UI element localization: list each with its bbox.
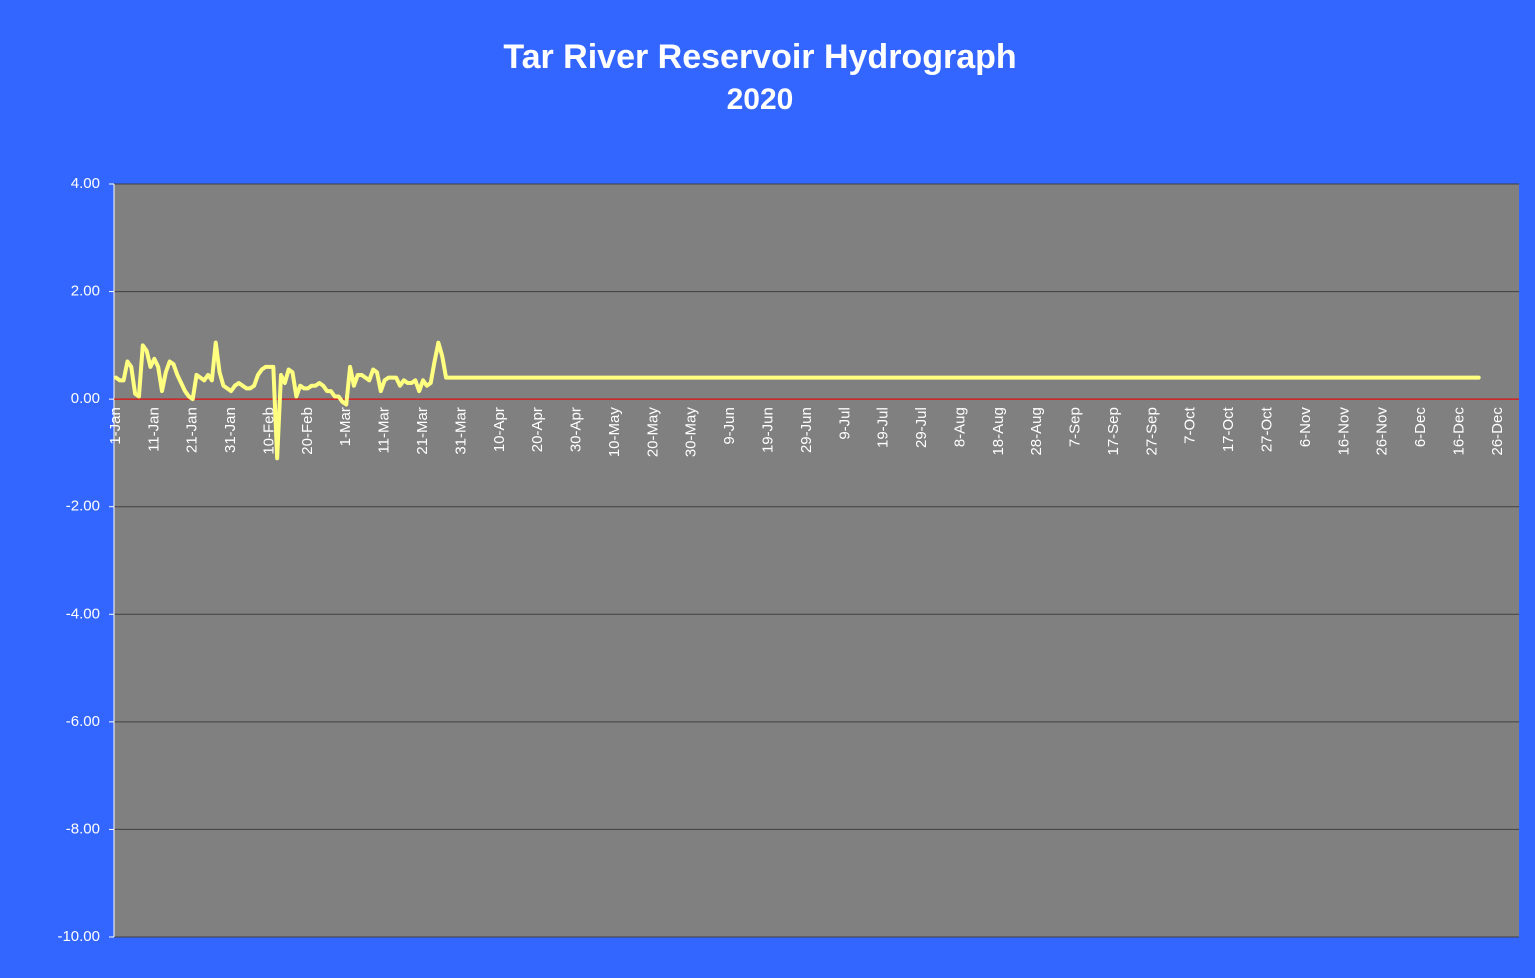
y-tick-label: -2.00 (66, 498, 100, 515)
x-tick-label: 27-Oct (1259, 406, 1276, 452)
x-tick-label: 31-Mar (452, 407, 469, 455)
x-tick-label: 20-Apr (529, 407, 546, 452)
x-tick-label: 16-Dec (1450, 407, 1467, 456)
x-tick-label: 19-Jun (759, 407, 776, 453)
x-tick-label: 20-Feb (299, 407, 316, 455)
x-tick-label: 30-Apr (568, 407, 585, 452)
x-tick-label: 26-Nov (1374, 407, 1391, 456)
x-tick-label: 1-Jan (107, 407, 124, 445)
x-tick-label: 10-Apr (491, 407, 508, 452)
x-tick-label: 31-Jan (222, 407, 239, 453)
x-tick-label: 8-Aug (951, 407, 968, 447)
x-tick-label: 29-Jun (798, 407, 815, 453)
chart-subtitle: 2020 (727, 83, 794, 116)
x-tick-label: 11-Jan (145, 407, 162, 452)
x-tick-label: 11-Mar (376, 407, 393, 453)
x-tick-label: 18-Aug (990, 407, 1007, 455)
x-tick-label: 21-Jan (184, 407, 201, 453)
y-tick-label: -4.00 (66, 605, 100, 622)
x-tick-label: 9-Jun (721, 407, 738, 445)
y-tick-label: 2.00 (71, 283, 100, 300)
x-tick-label: 19-Jul (875, 407, 892, 448)
x-tick-label: 26-Dec (1489, 407, 1506, 456)
x-tick-label: 7-Oct (1182, 406, 1199, 444)
y-tick-label: 0.00 (71, 390, 100, 407)
chart-title: Tar River Reservoir Hydrograph (503, 38, 1016, 76)
y-tick-label: -6.00 (66, 713, 100, 730)
data-line (113, 340, 1481, 461)
y-tick-label: 4.00 (71, 175, 100, 192)
x-tick-label: 27-Sep (1143, 407, 1160, 455)
x-tick-label: 17-Sep (1105, 407, 1122, 455)
plot-area (114, 184, 1519, 937)
x-tick-label: 28-Aug (1028, 407, 1045, 455)
y-tick-label: -10.00 (57, 928, 100, 945)
x-tick-label: 1-Mar (337, 407, 354, 446)
x-tick-label: 29-Jul (913, 407, 930, 448)
x-tick-label: 21-Mar (414, 407, 431, 455)
x-tick-label: 17-Oct (1220, 406, 1237, 452)
x-tick-label: 7-Sep (1067, 407, 1084, 447)
x-tick-label: 10-May (606, 407, 623, 458)
x-tick-label: 16-Nov (1335, 407, 1352, 456)
x-tick-label: 9-Jul (836, 407, 853, 440)
x-tick-label: 10-Feb (260, 407, 277, 455)
y-tick-label: -8.00 (66, 820, 100, 837)
x-tick-label: 20-May (644, 407, 661, 458)
x-tick-label: 30-May (683, 407, 700, 458)
x-tick-label: 6-Dec (1412, 407, 1429, 448)
x-tick-label: 6-Nov (1297, 407, 1314, 448)
